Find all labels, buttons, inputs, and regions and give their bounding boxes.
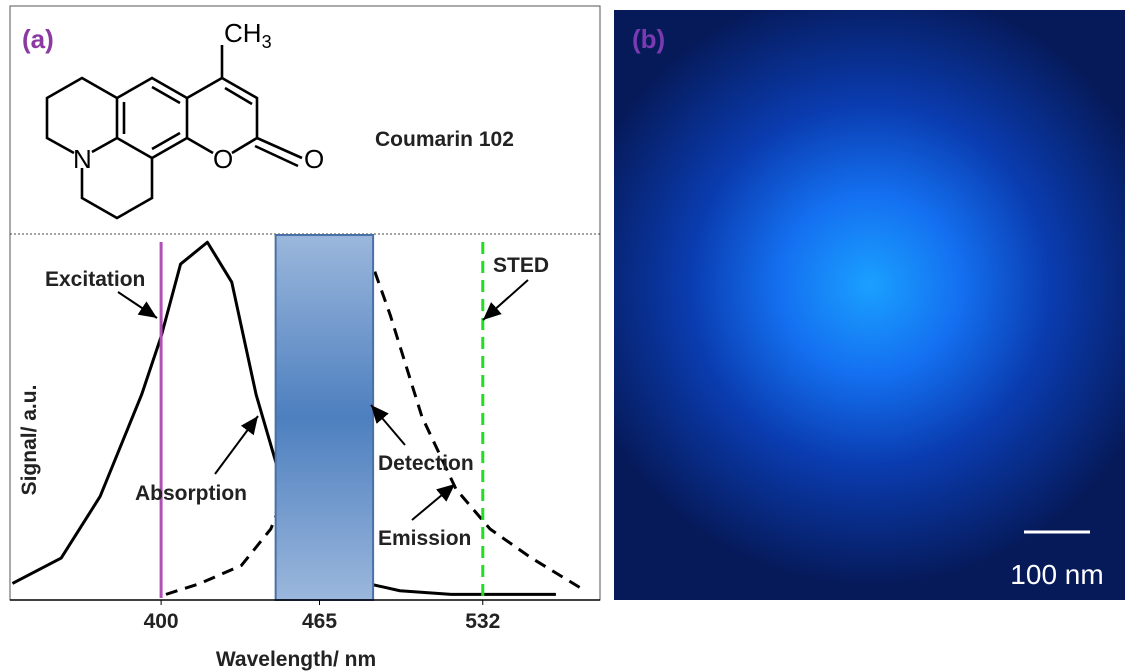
panel-label: (a) bbox=[22, 24, 54, 54]
nitrogen-label: N bbox=[73, 144, 92, 174]
x-axis-label: Wavelength/ nm bbox=[216, 648, 376, 671]
methyl-label: CH3 bbox=[224, 18, 272, 52]
annotation: Excitation bbox=[45, 268, 145, 291]
molecule-structure bbox=[45, 45, 303, 220]
annotation-arrows bbox=[117, 279, 529, 521]
curve bbox=[165, 251, 586, 596]
annotation: Absorption bbox=[135, 482, 247, 505]
detection-band bbox=[274, 234, 375, 601]
fluorescence-image bbox=[614, 10, 1125, 600]
methyl-text: CH bbox=[224, 18, 262, 48]
scale-bar-label: 100 nm bbox=[1010, 559, 1103, 590]
curve bbox=[11, 240, 556, 596]
panel-label: (b) bbox=[632, 24, 665, 54]
annotation: Detection bbox=[378, 452, 474, 475]
oxygen-label: O bbox=[213, 144, 233, 174]
x-tick-label: 400 bbox=[144, 610, 179, 633]
y-axis-label: Signal/ a.u. bbox=[18, 385, 41, 496]
oxygen-label: O bbox=[304, 144, 324, 174]
methyl-subscript: 3 bbox=[262, 32, 272, 52]
x-tick-label: 532 bbox=[465, 610, 500, 633]
spectrum-plot: 400 465 532 Wavelength/ nm Signal/ a.u. Excit… bbox=[10, 234, 600, 671]
x-tick-label: 465 bbox=[302, 610, 337, 633]
annotation: Emission bbox=[378, 527, 471, 550]
annotation: STED bbox=[493, 254, 549, 277]
molecule-name: Coumarin 102 bbox=[375, 128, 514, 151]
